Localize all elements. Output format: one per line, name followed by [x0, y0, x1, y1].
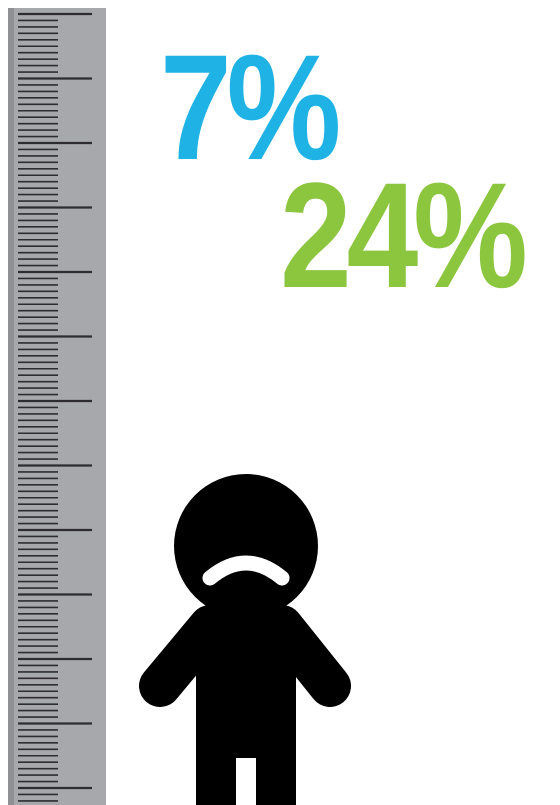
ruler-ticks — [18, 12, 92, 802]
sad-child-icon — [139, 474, 351, 805]
ruler — [8, 8, 106, 805]
stat-first-percentage: 7% — [160, 23, 341, 191]
stat-second-percentage: 24% — [280, 151, 528, 319]
figure-frown — [202, 555, 290, 586]
ruler-edge — [8, 8, 14, 805]
figure-right-arm — [261, 605, 351, 707]
figure-head — [174, 474, 318, 618]
figure-left-leg — [196, 720, 236, 805]
figure-right-leg — [256, 720, 296, 805]
figure-left-arm — [139, 605, 231, 707]
